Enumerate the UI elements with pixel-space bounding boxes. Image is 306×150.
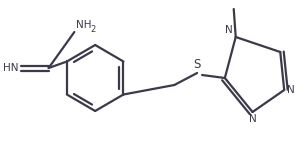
Text: N: N [249,114,256,124]
Text: HN: HN [3,63,19,73]
Text: S: S [193,58,201,71]
Text: N: N [225,25,233,35]
Text: N: N [287,85,295,95]
Text: 2: 2 [90,25,95,34]
Text: NH: NH [76,20,92,30]
